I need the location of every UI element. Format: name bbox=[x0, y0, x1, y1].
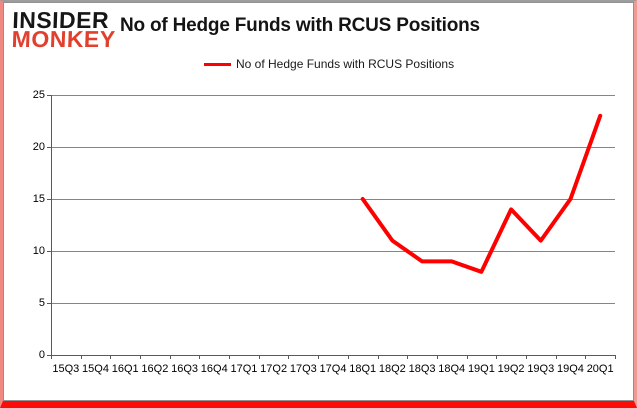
x-tick-label-17Q2: 17Q2 bbox=[260, 363, 288, 375]
x-tick-label-16Q1: 16Q1 bbox=[111, 363, 139, 375]
x-tick-label-20Q1: 20Q1 bbox=[586, 363, 614, 375]
x-tick-label-19Q4: 19Q4 bbox=[557, 363, 584, 375]
y-tick-label-5: 5 bbox=[38, 296, 45, 309]
y-tick-label-25: 25 bbox=[32, 88, 45, 101]
legend-label: No of Hedge Funds with RCUS Positions bbox=[236, 57, 455, 71]
legend-line-swatch-icon bbox=[204, 62, 231, 66]
x-tick-label-18Q3: 18Q3 bbox=[408, 363, 436, 375]
legend: No of Hedge Funds with RCUS Positions bbox=[204, 57, 454, 71]
x-tick-label-19Q2: 19Q2 bbox=[497, 363, 525, 375]
x-tick-label-19Q3: 19Q3 bbox=[527, 363, 555, 375]
x-tick-label-17Q3: 17Q3 bbox=[289, 363, 317, 375]
x-tick-label-15Q3: 15Q3 bbox=[52, 363, 80, 375]
x-tick-label-17Q1: 17Q1 bbox=[230, 363, 258, 375]
x-tick-label-18Q4: 18Q4 bbox=[438, 363, 466, 375]
x-tick-label-16Q4: 16Q4 bbox=[200, 363, 228, 375]
x-tick-label-18Q2: 18Q2 bbox=[378, 363, 406, 375]
x-tick-label-19Q1: 19Q1 bbox=[467, 363, 495, 375]
x-tick-label-17Q4: 17Q4 bbox=[319, 363, 347, 375]
series-line-hedge-funds bbox=[360, 113, 603, 274]
x-tick-label-16Q2: 16Q2 bbox=[141, 363, 169, 375]
y-tick-label-20: 20 bbox=[32, 140, 45, 153]
chart-title: No of Hedge Funds with RCUS Positions bbox=[120, 15, 480, 36]
y-tick-label-0: 0 bbox=[38, 348, 45, 361]
x-tick-label-15Q4: 15Q4 bbox=[82, 363, 109, 375]
y-tick-label-15: 15 bbox=[32, 192, 45, 205]
x-tick-label-16Q3: 16Q3 bbox=[171, 363, 199, 375]
line-chart-plot-area bbox=[47, 95, 616, 359]
x-tick-label-18Q1: 18Q1 bbox=[349, 363, 377, 375]
y-tick-label-10: 10 bbox=[32, 244, 45, 257]
